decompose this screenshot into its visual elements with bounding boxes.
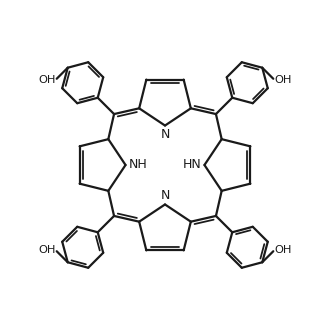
Text: N: N [160, 189, 170, 202]
Text: OH: OH [275, 245, 292, 255]
Text: HN: HN [182, 158, 201, 172]
Text: OH: OH [38, 75, 55, 85]
Text: NH: NH [129, 158, 148, 172]
Text: OH: OH [275, 75, 292, 85]
Text: N: N [160, 128, 170, 141]
Text: OH: OH [38, 245, 55, 255]
